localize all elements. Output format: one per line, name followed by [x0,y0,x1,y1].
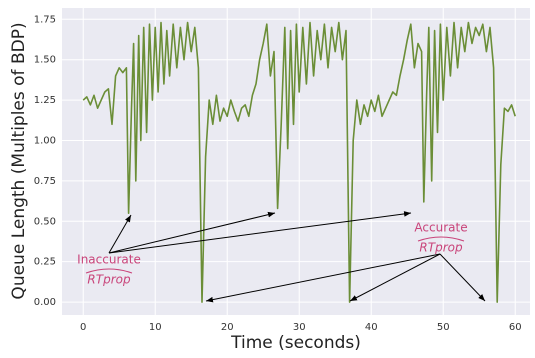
annotation-arrow [349,253,441,302]
annotation-arrow [205,253,441,303]
annotation-arrow [108,211,412,254]
y-tick-label: 0.25 [34,257,56,268]
x-tick-label: 40 [365,322,378,333]
y-tick-label: 0.75 [34,176,56,187]
y-tick-label: 1.75 [34,14,56,25]
annotation-text: Inaccurate [77,253,141,267]
annotation-arrow [439,253,486,302]
data-line [82,21,516,303]
y-tick-label: 1.25 [34,95,56,106]
x-tick-label: 50 [437,322,450,333]
y-tick-label: 1.50 [34,55,56,66]
y-axis-label: Queue Length (Multiples of BDP) [9,22,29,299]
x-tick-label: 60 [509,322,522,333]
y-tick-label: 0.50 [34,216,56,227]
y-tick-label: 0.00 [34,297,56,308]
y-tick-label: 1.00 [34,135,56,146]
annotation-arrow [108,211,276,254]
x-tick-label: 0 [80,322,86,333]
annotation-symbol: RTprop [87,273,131,287]
x-tick-label: 30 [293,322,306,333]
annotation-arrow [108,214,132,254]
annotation-text: Accurate [414,221,467,235]
x-tick-label: 20 [221,322,234,333]
x-axis-label: Time (seconds) [230,333,361,353]
annotation-hat [417,236,465,242]
x-tick-label: 10 [149,322,162,333]
annotation-symbol: RTprop [419,241,463,255]
annotation-hat [85,268,133,274]
